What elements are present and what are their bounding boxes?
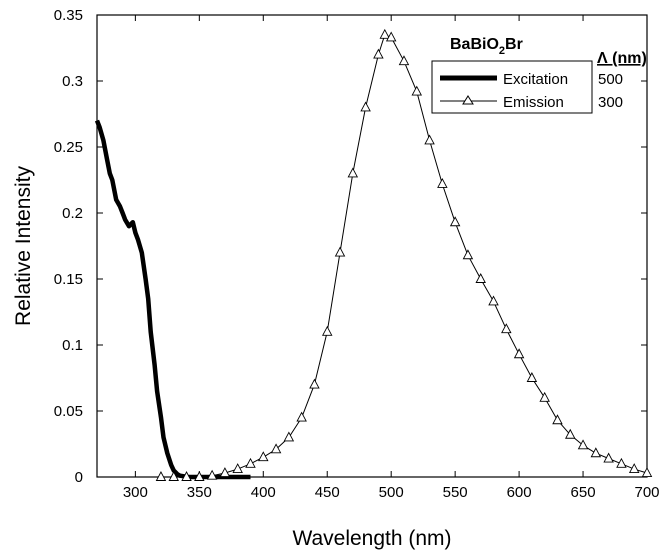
emission-point: [513, 348, 525, 359]
emission-point: [360, 101, 371, 112]
y-tick-label: 0.05: [54, 403, 83, 420]
x-tick-label: 300: [123, 484, 148, 501]
emission-point: [526, 372, 538, 382]
x-tick-label: 500: [379, 484, 404, 501]
emission-point: [385, 31, 397, 42]
axis-ticks: 300 350 400 450 500 550 600 650 700 0 0.05 0.1 0.15 0…: [54, 7, 660, 501]
emission-point: [501, 323, 512, 334]
emission-point: [232, 463, 243, 474]
legend-box: [431, 60, 593, 114]
emission-point: [628, 463, 640, 474]
x-tick-label: 350: [187, 484, 212, 501]
emission-point: [590, 447, 602, 458]
legend-excitation-label: Excitation: [503, 71, 568, 88]
y-tick-label: 0.2: [62, 205, 83, 222]
emission-point: [475, 273, 486, 283]
y-tick-label: 0.25: [54, 139, 83, 156]
emission-point: [411, 85, 423, 96]
series-layer: [94, 28, 653, 481]
emission-point: [641, 467, 653, 477]
x-tick-label: 450: [315, 484, 340, 501]
y-tick-label: 0.3: [62, 73, 83, 90]
excitation-line: [94, 119, 251, 480]
x-tick-label: 700: [634, 484, 659, 501]
legend-emission-lambda: 300: [598, 94, 623, 111]
emission-point: [462, 249, 474, 260]
emission-point: [488, 295, 499, 306]
emission-point: [539, 391, 550, 402]
x-axis-title: Wavelength (nm): [292, 527, 451, 550]
emission-point: [398, 55, 410, 66]
legend-title: BaBiO2Br: [450, 36, 523, 57]
legend-excitation-lambda: 500: [598, 71, 623, 88]
y-tick-label: 0.35: [54, 7, 83, 24]
emission-point: [206, 469, 218, 480]
emission-point: [437, 177, 448, 188]
emission-point: [379, 28, 391, 39]
emission-point: [373, 48, 384, 59]
emission-point: [424, 134, 435, 145]
y-tick-label: 0.1: [62, 337, 83, 354]
x-tick-label: 400: [251, 484, 276, 501]
emission-point: [309, 378, 320, 389]
emission-point: [258, 451, 269, 462]
emission-point: [283, 431, 295, 442]
x-tick-label: 600: [507, 484, 532, 501]
emission-point: [577, 439, 589, 450]
x-tick-label: 650: [571, 484, 596, 501]
emission-point: [603, 452, 614, 463]
legend-emission-label: Emission: [503, 94, 564, 111]
emission-point: [334, 246, 346, 257]
emission-point: [168, 471, 179, 481]
emission-point: [449, 216, 461, 227]
legend: BaBiO2Br Λ (nm) Excitation Emission 500 …: [431, 36, 647, 114]
plot-frame: [96, 14, 648, 478]
x-tick-label: 550: [443, 484, 468, 501]
emission-point: [296, 411, 307, 422]
emission-point: [552, 414, 563, 425]
emission-point: [616, 457, 627, 468]
emission-point: [347, 167, 359, 178]
emission-point: [270, 443, 282, 454]
emission-point: [565, 428, 576, 439]
emission-point: [245, 457, 256, 468]
emission-point: [155, 471, 167, 481]
y-tick-label: 0.15: [54, 271, 83, 288]
emission-point: [194, 471, 205, 481]
emission-line: [161, 34, 648, 478]
emission-point: [321, 325, 333, 336]
y-tick-label: 0: [75, 469, 83, 486]
y-axis-title: Relative Intensity: [12, 166, 35, 326]
legend-column-header: Λ (nm): [597, 50, 647, 67]
legend-emission-marker: [462, 95, 474, 105]
emission-point: [181, 471, 192, 481]
emission-point: [219, 467, 231, 477]
